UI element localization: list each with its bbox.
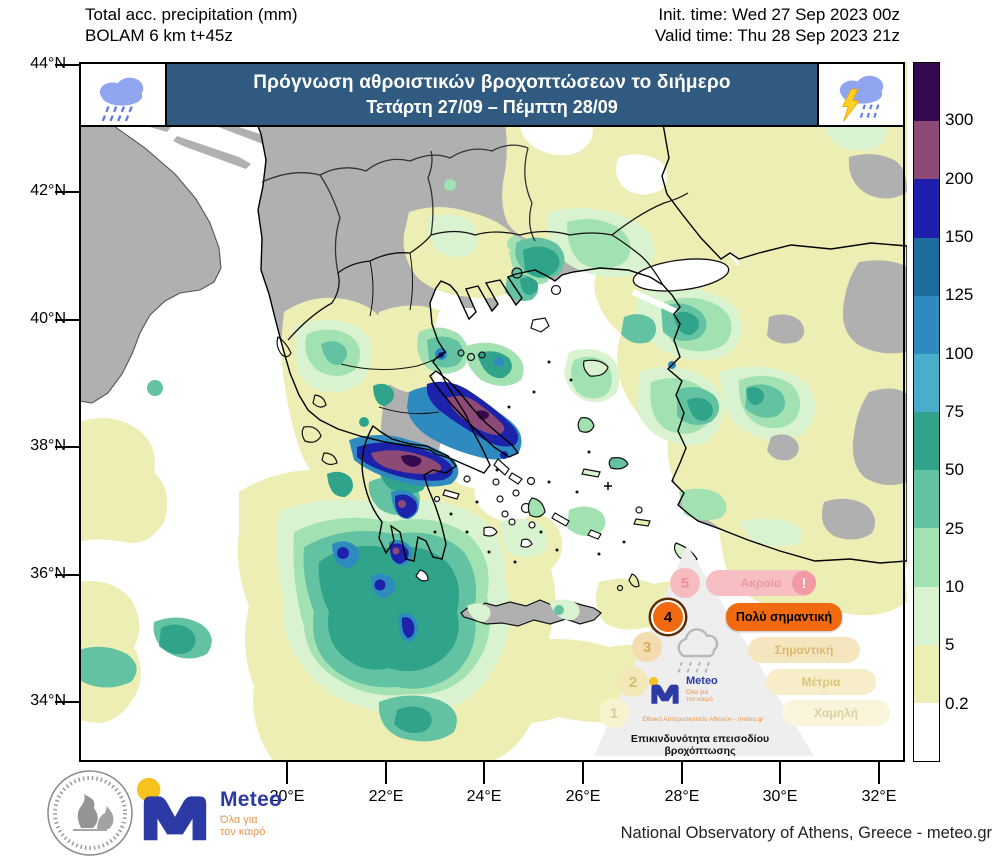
precip-extreme-layer	[401, 410, 489, 467]
land-patches-layer	[767, 154, 907, 540]
legend-swatch	[914, 528, 939, 587]
meteo-logo-tagline: Όλα για τον καιρό	[220, 814, 266, 838]
legend-swatch	[914, 644, 939, 703]
legend-label-300: 300	[945, 110, 974, 129]
meteo-logo-tagline: Όλα για τον καιρό	[686, 689, 713, 703]
meteo-logo-org-line: Εθνικό Αστεροσκοπείο Αθηνών - meteo.gr	[642, 716, 764, 723]
meteo-logo-name: Meteo	[686, 675, 718, 687]
legend-label-10: 10	[945, 577, 964, 596]
marmara-sea	[631, 252, 741, 315]
legend-swatch	[914, 702, 939, 762]
rain-cloud-outline-icon	[677, 628, 719, 675]
crete-precip-spots	[467, 599, 580, 622]
meteo-m-icon	[136, 777, 207, 841]
lat-tick	[55, 574, 79, 576]
lon-label-30: 30°E	[762, 788, 798, 805]
lat-tick	[55, 446, 79, 448]
risk-circle-2: 2	[618, 667, 648, 697]
lon-label-28: 28°E	[664, 788, 700, 805]
thunderstorm-icon	[839, 75, 884, 121]
precipitation-map	[79, 62, 907, 762]
banner-subtitle: Τετάρτη 27/09 – Πέμπτη 28/09	[366, 96, 618, 117]
time-header: Init. time: Wed 27 Sep 2023 00z Valid ti…	[655, 4, 900, 46]
lon-label-24: 24°E	[466, 788, 502, 805]
init-time: Init. time: Wed 27 Sep 2023 00z	[658, 5, 900, 24]
legend-label-75: 75	[945, 402, 964, 421]
lon-tick	[582, 762, 584, 784]
valid-time: Valid time: Thu 28 Sep 2023 21z	[654, 26, 900, 45]
legend-label-125: 125	[945, 285, 974, 304]
lat-label-34: 34°N	[30, 692, 66, 709]
noa-seal	[47, 770, 133, 856]
lon-label-26: 26°E	[565, 788, 601, 805]
lat-label-38: 38°N	[30, 437, 66, 454]
rain-cloud-icon	[99, 77, 144, 121]
legend-swatch	[914, 353, 939, 413]
lat-tick	[55, 319, 79, 321]
model-info: BOLAM 6 km t+45z	[85, 26, 233, 45]
risk-circle-4-active: 4	[651, 600, 685, 634]
legend-swatch	[914, 295, 939, 354]
risk-pill-3: Σημαντική	[748, 637, 860, 663]
borders-layer	[261, 144, 689, 415]
precipitation-legend	[913, 62, 940, 762]
pyramid-meteo-logo: Meteo Όλα για τον καιρό	[648, 676, 758, 706]
lon-label-32: 32°E	[861, 788, 897, 805]
rain-icon-box	[81, 64, 167, 125]
title-banner: Πρόγνωση αθροιστικών βροχοπτώσεων το διή…	[79, 62, 905, 127]
storm-icon-box	[817, 64, 903, 125]
risk-pill-4-active: Πολύ σημαντική	[726, 603, 842, 631]
product-title: Total acc. precipitation (mm)	[85, 5, 298, 24]
risk-circle-3: 3	[632, 632, 662, 662]
risk-pill-2: Μέτρια	[766, 669, 876, 695]
lat-tick	[55, 701, 79, 703]
plus-marker	[604, 482, 612, 490]
islands-layer	[276, 267, 698, 627]
lat-label-44: 44°N	[30, 55, 66, 72]
legend-swatch	[914, 121, 939, 180]
legend-swatch	[914, 179, 939, 238]
product-header: Total acc. precipitation (mm) BOLAM 6 km…	[85, 4, 298, 46]
lon-tick	[483, 762, 485, 784]
meteo-m-icon	[648, 676, 679, 704]
legend-label-5: 5	[945, 635, 955, 654]
footer-meteo-logo: Meteo Όλα για τον καιρό	[136, 776, 282, 846]
pyramid-caption: Επικινδυνότητα επεισοδίου βροχόπτωσης	[630, 733, 770, 757]
legend-label-02: 0.2	[945, 694, 969, 713]
lon-label-20: 20°E	[269, 788, 305, 805]
meteo-logo-name: Meteo	[220, 788, 283, 811]
banner-text: Πρόγνωση αθροιστικών βροχοπτώσεων το διή…	[167, 64, 817, 125]
islets-layer	[433, 360, 626, 564]
lat-tick	[55, 64, 79, 66]
lon-label-22: 22°E	[368, 788, 404, 805]
risk-circle-5: 5	[670, 568, 700, 598]
legend-label-100: 100	[945, 344, 974, 363]
lon-tick	[286, 762, 288, 784]
legend-swatch	[914, 586, 939, 645]
lon-tick	[385, 762, 387, 784]
lon-tick	[779, 762, 781, 784]
legend-swatch	[914, 470, 939, 529]
legend-swatch	[914, 237, 939, 296]
legend-label-200: 200	[945, 169, 974, 188]
risk-circle-1: 1	[599, 698, 629, 728]
footer-credit: National Observatory of Athens, Greece -…	[620, 824, 992, 842]
legend-label-150: 150	[945, 227, 974, 246]
legend-label-50: 50	[945, 460, 964, 479]
lon-tick	[878, 762, 880, 784]
legend-swatch	[914, 412, 939, 471]
lat-label-36: 36°N	[30, 565, 66, 582]
lat-label-42: 42°N	[30, 182, 66, 199]
legend-swatch	[914, 63, 939, 122]
risk-pill-1: Χαμηλή	[782, 700, 890, 726]
lat-tick	[55, 191, 79, 193]
lat-label-40: 40°N	[30, 310, 66, 327]
alert-exclamation-icon: !	[792, 571, 816, 595]
banner-title: Πρόγνωση αθροιστικών βροχοπτώσεων το διή…	[253, 71, 731, 93]
legend-label-25: 25	[945, 519, 964, 538]
lon-tick	[681, 762, 683, 784]
